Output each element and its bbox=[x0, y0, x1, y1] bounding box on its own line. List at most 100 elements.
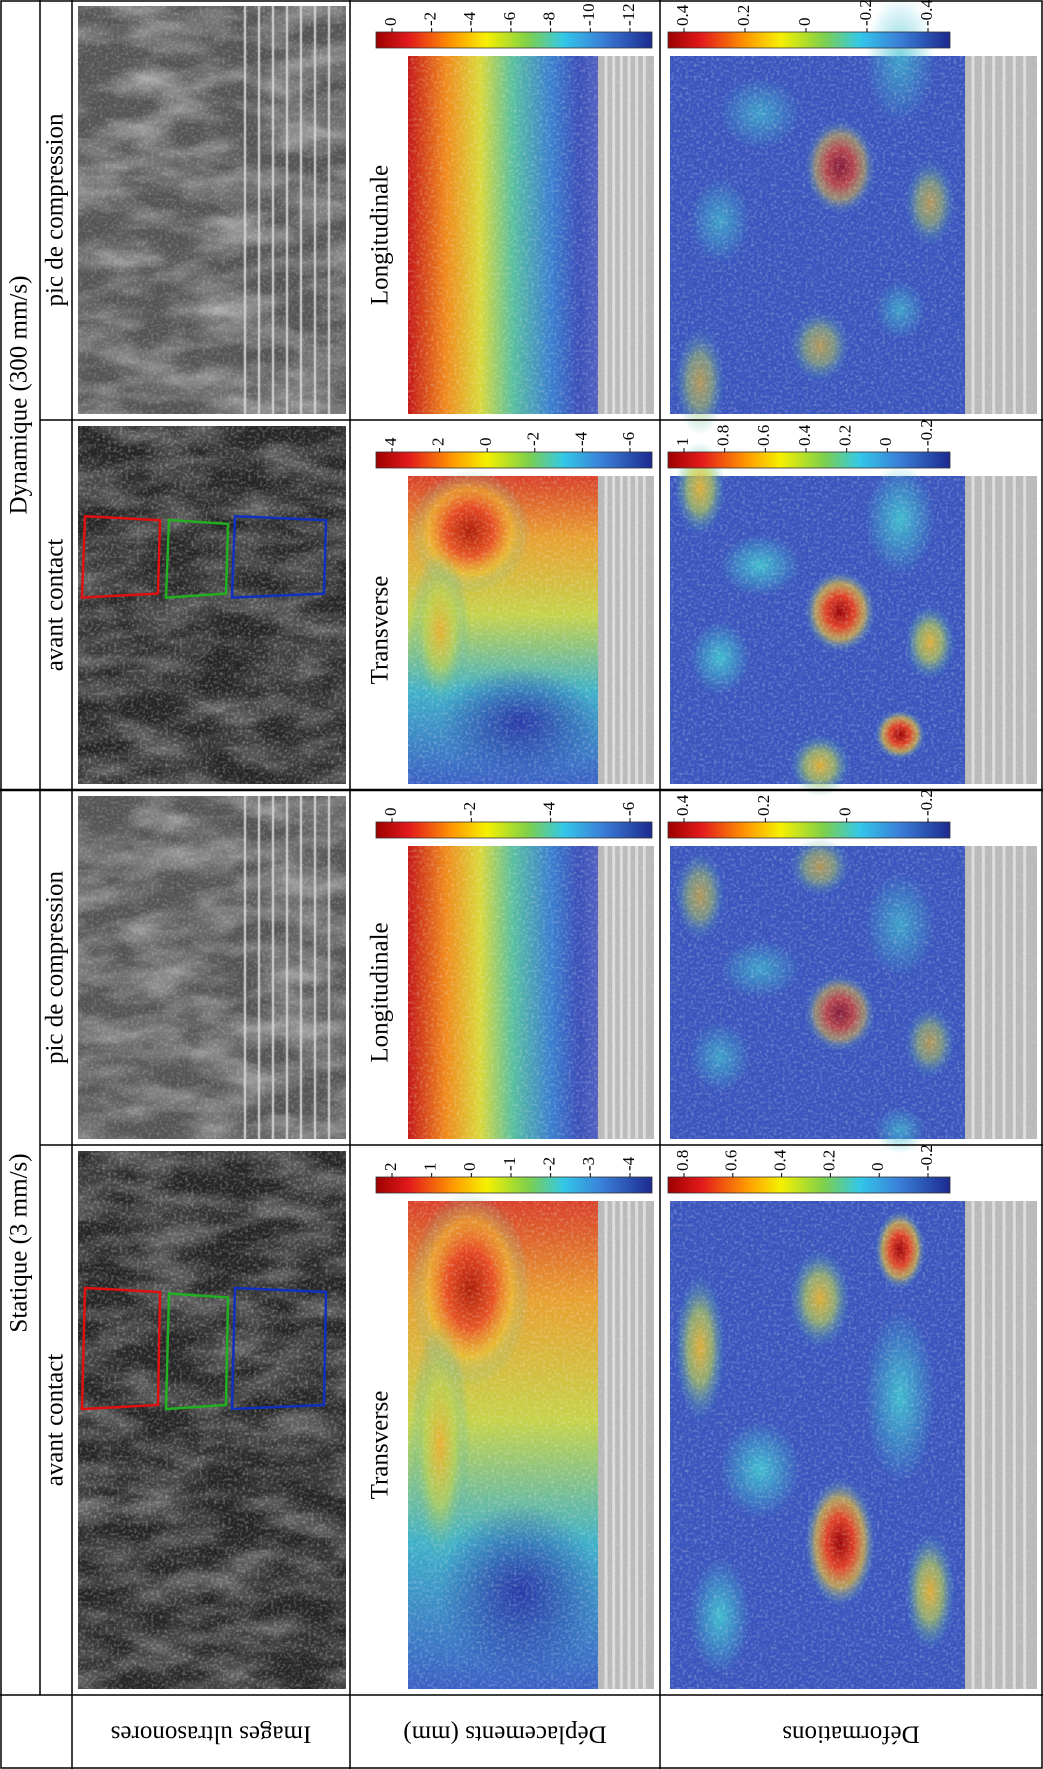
texture bbox=[598, 56, 654, 414]
colorbar-tick-label: -6 bbox=[619, 432, 638, 446]
column: pic de compression Longitudinale 0 -2 -4 -6 -8… bbox=[42, 0, 1037, 436]
texture bbox=[965, 1201, 1037, 1689]
colorbar-tick-label: -2 bbox=[460, 802, 479, 816]
colorbar-tick-label: -4 bbox=[540, 801, 559, 816]
colorbar-tick-label: 0.2 bbox=[754, 795, 773, 816]
colorbar-tick-label: -0.2 bbox=[917, 1144, 936, 1171]
colorbar-tick-label: -10 bbox=[579, 3, 598, 26]
phase-label: pic de compression bbox=[42, 113, 69, 307]
colorbar-tick-label: 0 bbox=[868, 1163, 887, 1172]
colorbar-tick-label: 0 bbox=[460, 1163, 479, 1172]
colorbar-tick-label: -2 bbox=[421, 12, 440, 26]
texture bbox=[965, 846, 1037, 1139]
texture bbox=[670, 56, 965, 414]
texture bbox=[78, 796, 346, 1139]
roi bbox=[230, 514, 328, 599]
colorbar-tick-label: 0.4 bbox=[795, 424, 814, 446]
colorbar-tick-label: -4 bbox=[619, 1156, 638, 1171]
texture bbox=[670, 476, 965, 784]
colorbar-tick-label: -0.2 bbox=[917, 419, 936, 446]
texture bbox=[670, 1201, 965, 1689]
colorbar bbox=[375, 1176, 653, 1194]
colorbar-tick-label: -8 bbox=[540, 12, 559, 26]
colorbar-tick-label: -2 bbox=[524, 432, 543, 446]
texture bbox=[78, 6, 346, 414]
colorbar-tick-label: 0 bbox=[876, 438, 895, 447]
phase-label: pic de compression bbox=[42, 871, 69, 1065]
colorbar-tick-label: 0 bbox=[381, 18, 400, 27]
row-label: Images ultrasonores bbox=[111, 1720, 312, 1747]
colorbar-tick-label: 0 bbox=[795, 18, 814, 27]
column: avant contact Transverse 2 1 0 -1 -2 -3 -4 0.8 0.6… bbox=[42, 1144, 1037, 1689]
colorbar-tick-label: 2 bbox=[429, 438, 448, 447]
column: pic de compression Longitudinale 0 -2 -4 -6 0.… bbox=[42, 789, 1037, 1154]
texture bbox=[670, 846, 965, 1139]
colorbar bbox=[375, 31, 653, 49]
panels: avant contact Transverse 2 1 0 -1 -2 -3 -4 0.8 0.6… bbox=[42, 0, 1037, 1689]
colorbar-tick-label: 0.4 bbox=[771, 1149, 790, 1171]
colorbar bbox=[667, 821, 951, 839]
texture bbox=[598, 846, 654, 1139]
colorbar-tick-label: -4 bbox=[460, 11, 479, 26]
colorbar-tick-label: 1 bbox=[673, 438, 692, 447]
column: avant contact Transverse 4 2 0 -2 -4 -6 1 0.8 0.6 0… bbox=[42, 419, 1037, 797]
colorbar-tick-label: -12 bbox=[619, 3, 638, 26]
texture bbox=[598, 1201, 654, 1689]
texture bbox=[408, 846, 598, 1139]
texture bbox=[408, 476, 598, 784]
roi bbox=[164, 1292, 230, 1411]
colorbar-tick-label: 0.2 bbox=[836, 425, 855, 446]
roi bbox=[80, 1286, 162, 1411]
colorbar bbox=[375, 821, 653, 839]
colorbar-tick-label: 0.8 bbox=[714, 425, 733, 446]
phase-label: avant contact bbox=[42, 1354, 69, 1487]
colorbar-tick-label: -2 bbox=[540, 1157, 559, 1171]
colorbar-tick-label: 0.4 bbox=[673, 4, 692, 26]
colorbar-tick-label: 1 bbox=[421, 1163, 440, 1172]
colorbar-tick-label: 0 bbox=[381, 808, 400, 817]
colorbar-tick-label: 0.4 bbox=[673, 794, 692, 816]
colorbar-tick-label: 4 bbox=[381, 437, 400, 446]
colorbar-tick-label: -4 bbox=[571, 431, 590, 446]
direction-label: Longitudinale bbox=[367, 922, 394, 1062]
colorbar-tick-label: -0.2 bbox=[856, 0, 875, 26]
colorbar-tick-label: 0 bbox=[836, 808, 855, 817]
colorbar-tick-label: -0.4 bbox=[917, 0, 936, 26]
texture bbox=[965, 476, 1037, 784]
texture bbox=[408, 1201, 598, 1689]
texture bbox=[78, 426, 346, 784]
colorbar-tick-label: -1 bbox=[500, 1157, 519, 1171]
colorbar bbox=[667, 31, 951, 49]
texture bbox=[78, 1151, 346, 1689]
texture bbox=[965, 56, 1037, 414]
colorbar-tick-label: -0.2 bbox=[917, 789, 936, 816]
roi bbox=[80, 514, 162, 599]
colorbar bbox=[667, 1176, 951, 1194]
colorbar-tick-label: 0.2 bbox=[734, 5, 753, 26]
colorbar-tick-label: -6 bbox=[500, 12, 519, 26]
texture bbox=[408, 56, 598, 414]
colorbar-tick-label: 0.6 bbox=[722, 1150, 741, 1171]
direction-label: Transverse bbox=[367, 576, 394, 685]
direction-label: Longitudinale bbox=[367, 165, 394, 305]
group-header: Statique (3 mm/s) bbox=[6, 1153, 33, 1332]
colorbar-tick-label: 0.8 bbox=[673, 1150, 692, 1171]
colorbar-tick-label: 0 bbox=[476, 438, 495, 447]
colorbar bbox=[667, 451, 951, 469]
phase-label: avant contact bbox=[42, 539, 69, 672]
group-header: Dynamique (300 mm/s) bbox=[6, 276, 33, 515]
direction-label: Transverse bbox=[367, 1391, 394, 1500]
roi bbox=[230, 1286, 328, 1411]
colorbar-tick-label: 0.6 bbox=[754, 425, 773, 446]
roi bbox=[164, 518, 230, 599]
row-label: Déplacements (mm) bbox=[403, 1720, 606, 1747]
row-label: Déformations bbox=[782, 1720, 919, 1747]
colorbar-tick-label: -3 bbox=[579, 1157, 598, 1171]
colorbar-tick-label: -6 bbox=[619, 802, 638, 816]
colorbar-tick-label: 0.2 bbox=[819, 1150, 838, 1171]
colorbar bbox=[375, 451, 653, 469]
